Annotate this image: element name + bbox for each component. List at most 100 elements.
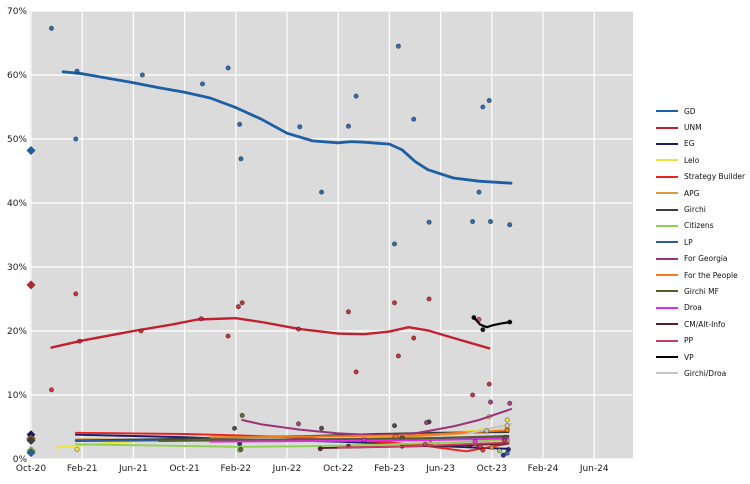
legend-swatch-eg [656, 142, 678, 145]
legend-label-cm-alt-info: CM/Alt-Info [684, 319, 726, 329]
poll-point-unm [198, 316, 204, 322]
poll-point-for-the-people [504, 427, 510, 433]
legend-label-lelo: Lelo [684, 155, 700, 165]
legend-item-citizens: Citizens [656, 218, 745, 234]
poll-point-vp [507, 319, 513, 325]
legend-label-droa: Droa [684, 303, 702, 313]
poll-point-girchi-droa [504, 423, 510, 429]
election-result-diamond-gd [26, 145, 36, 156]
poll-point-unm [73, 291, 79, 297]
poll-point-unm [239, 300, 245, 306]
legend-item-for-georgia: For Georgia [656, 251, 745, 267]
legend-label-for-georgia: For Georgia [684, 254, 728, 264]
poll-point-droa [361, 437, 367, 443]
x-axis-label: Jun-21 [118, 464, 148, 474]
legend-swatch-strategy-builder [656, 175, 678, 178]
poll-point-gd [297, 124, 303, 130]
poll-point-gd [487, 219, 494, 225]
legend-swatch-lelo [656, 159, 678, 162]
poll-point-gd [476, 189, 482, 195]
legend-item-eg: EG [656, 136, 745, 152]
poll-point-gd [395, 43, 401, 49]
legend-item-lelo: Lelo [656, 152, 745, 168]
poll-point-for-georgia [295, 421, 302, 427]
y-axis-label: 50% [7, 135, 27, 145]
poll-point-cm-alt-info [317, 446, 323, 452]
y-axis-label: 60% [7, 71, 27, 81]
poll-point-for-georgia [507, 400, 513, 406]
legend-label-lp: LP [684, 237, 693, 247]
poll-point-girchi-mf [238, 446, 244, 452]
poll-point-citizens [496, 448, 503, 454]
legend-label-girchi: Girchi [684, 205, 706, 215]
election-result-diamond-girchi [26, 435, 36, 446]
poll-point-gd [139, 72, 145, 78]
y-axis-label: 0% [13, 455, 28, 465]
series-line-girchi-mf [158, 435, 510, 443]
legend-swatch-gd [656, 110, 678, 113]
poll-point-gd [319, 189, 325, 195]
legend-swatch-cm-alt-info [656, 323, 678, 326]
x-axis-label: Oct-23 [477, 464, 507, 474]
legend-swatch-vp [656, 356, 678, 359]
legend-swatch-citizens [656, 224, 678, 227]
poll-point-girchi [391, 423, 398, 429]
legend-label-apg: APG [684, 188, 700, 198]
y-axis-label: 70% [7, 7, 27, 17]
poll-point-gd [411, 116, 417, 122]
legend-label-girchi-mf: Girchi MF [684, 286, 719, 296]
y-axis-label: 30% [7, 263, 27, 273]
series-line-vp [472, 316, 513, 329]
x-axis-label: Feb-21 [67, 464, 98, 474]
poll-point-gd [199, 81, 206, 87]
legend-item-girchi: Girchi [656, 201, 745, 217]
series-line-citizens [74, 438, 510, 448]
x-axis-label: Jun-22 [272, 464, 302, 474]
legend-swatch-for-the-people [656, 274, 678, 277]
legend-item-cm-alt-info: CM/Alt-Info [656, 316, 745, 332]
y-axis-label: 10% [7, 391, 27, 401]
legend-swatch-lp [656, 241, 678, 244]
poll-point-unm [48, 387, 55, 393]
poll-point-unm [395, 353, 401, 359]
legend-item-pp: PP [656, 332, 745, 348]
poll-point-lelo [74, 446, 80, 452]
legend-item-droa: Droa [656, 300, 745, 316]
poll-point-for-georgia [423, 419, 430, 426]
poll-point-unm [470, 392, 476, 398]
poll-point-girchi [319, 425, 325, 431]
legend-label-pp: PP [684, 336, 694, 346]
poll-point-unm [225, 333, 231, 339]
series-line-for-the-people [209, 429, 510, 439]
legend-item-apg: APG [656, 185, 745, 201]
x-axis-label: Feb-23 [374, 464, 405, 474]
legend-item-girchi-droa: Girchi/Droa [656, 365, 745, 381]
poll-point-girchi-mf [239, 412, 245, 419]
poll-point-gd [470, 219, 476, 225]
poll-point-gd [74, 68, 80, 74]
series-line-gd [61, 70, 513, 185]
poll-point-gd [225, 65, 231, 71]
poll-point-vp [471, 315, 477, 321]
poll-point-gd [507, 222, 513, 228]
poll-point-unm [138, 328, 144, 334]
poll-point-strategy-builder [480, 447, 486, 453]
legend-label-unm: UNM [684, 123, 702, 133]
legend-swatch-for-georgia [656, 257, 678, 260]
legend-label-eg: EG [684, 139, 695, 149]
legend-item-unm: UNM [656, 119, 745, 135]
x-axis-label: Jun-23 [425, 464, 455, 474]
poll-point-unm [77, 338, 83, 344]
poll-point-gd [48, 25, 55, 31]
poll-point-unm [426, 296, 432, 302]
legend-item-vp: VP [656, 349, 745, 365]
election-result-diamond-unm [26, 280, 36, 290]
poll-point-vp [480, 327, 486, 333]
legend-swatch-apg [656, 192, 678, 195]
plot-area [30, 11, 633, 459]
poll-point-lelo [504, 417, 510, 423]
poll-point-gd [353, 93, 359, 99]
legend-swatch-girchi-mf [656, 290, 678, 293]
poll-point-gd [426, 219, 432, 225]
legend-item-strategy-builder: Strategy Builder [656, 169, 745, 185]
